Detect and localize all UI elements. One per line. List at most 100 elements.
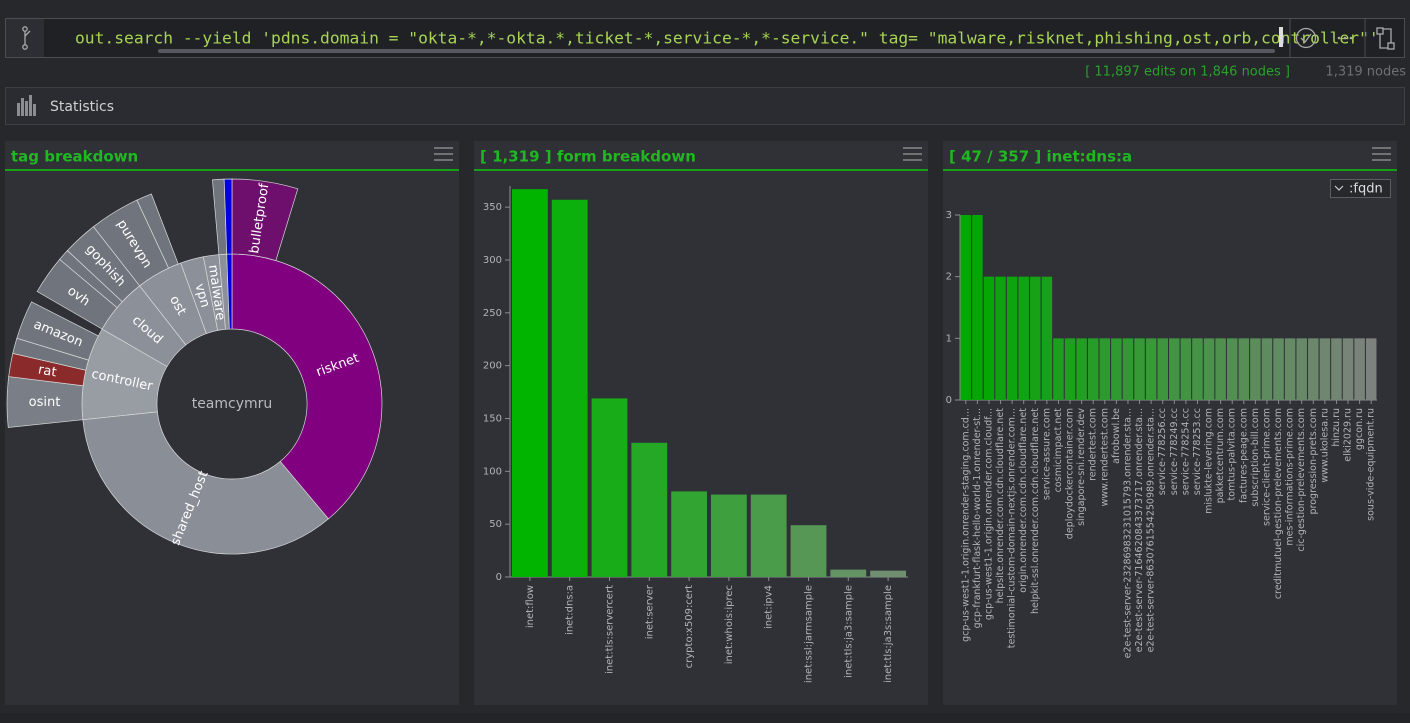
x-tick-label: subscription-bill.com <box>1250 408 1261 507</box>
panel-menu[interactable] <box>434 147 453 161</box>
bar <box>1053 338 1064 400</box>
x-tick-label: cic-gestion-prelevements.com <box>1296 408 1307 552</box>
sunburst-outer-segment <box>16 301 99 361</box>
panel-background <box>474 141 928 705</box>
bar <box>1215 338 1226 400</box>
segment-label: rat <box>37 362 58 380</box>
x-tick-label: helpkit-ssl.onrender.com.cdn.cloudflare.… <box>1030 408 1041 614</box>
panel-menu[interactable] <box>903 147 922 161</box>
x-tick-label: www.rendertest.com <box>1099 408 1110 506</box>
x-tick-label: inet:flow <box>525 585 536 628</box>
sunburst-outer-segment <box>223 178 233 255</box>
x-tick-label: inet:whois:iprec <box>724 585 735 664</box>
bar <box>551 199 588 577</box>
statistics-bar[interactable] <box>5 87 1405 125</box>
more-button[interactable] <box>1337 36 1353 40</box>
x-tick-label: e2e-test-server-23286983231015793.onrend… <box>1122 408 1133 658</box>
y-tick-label: 1 <box>946 333 952 344</box>
x-tick-label: service-assure.com <box>1041 408 1052 500</box>
bar <box>1192 338 1203 400</box>
bar <box>1157 338 1168 400</box>
panel-menu[interactable] <box>1372 147 1391 161</box>
sunburst-outer-segment <box>136 193 179 269</box>
x-tick-label: afrobowl.be <box>1111 408 1122 464</box>
sunburst-segment <box>231 253 383 520</box>
bar <box>1354 338 1365 400</box>
x-tick-label: inet:server <box>644 584 655 639</box>
bar <box>1342 338 1354 400</box>
bar <box>591 398 628 577</box>
field-dropdown[interactable]: :fqdn <box>1330 179 1391 198</box>
y-tick-label: 2 <box>946 272 952 283</box>
bar <box>1331 338 1342 400</box>
bar <box>1284 338 1296 400</box>
x-tick-label: ggcon.ru <box>1354 408 1365 450</box>
y-tick-label: 100 <box>483 466 502 477</box>
bar <box>1122 338 1134 400</box>
bar <box>1238 338 1250 400</box>
bar <box>1087 338 1099 400</box>
scrollbar <box>158 49 1275 53</box>
bar <box>1018 276 1029 400</box>
x-tick-label: mes-informations-prime.com <box>1285 408 1296 546</box>
sunburst-segment <box>82 411 329 555</box>
bar <box>1041 276 1053 400</box>
bar <box>1261 338 1273 400</box>
y-tick-label: 250 <box>483 308 502 319</box>
y-tick-label: 3 <box>946 210 952 221</box>
bar <box>1226 338 1238 400</box>
bar <box>710 494 747 577</box>
panel-title: [ 1,319 ] form breakdown <box>480 148 696 166</box>
x-tick-label: helpsite.onrender.com.cdn.cloudflare.net <box>995 408 1006 604</box>
bar <box>1099 338 1111 400</box>
bar <box>631 442 668 577</box>
x-tick-label: gcp-us-west1-1.origin.onrender.com.cloud… <box>983 408 994 620</box>
x-tick-label: cosmicimpact.net <box>1053 408 1064 493</box>
y-tick-label: 0 <box>946 395 952 406</box>
x-tick-label: crypto:x509:cert <box>684 585 695 668</box>
bar <box>1145 338 1157 400</box>
bar <box>1134 338 1145 400</box>
edits-status: [ 11,897 edits on 1,846 nodes ] <box>1085 65 1290 80</box>
x-tick-label: www.ukolesa.ru <box>1319 408 1330 483</box>
bar <box>995 276 1006 400</box>
bar <box>983 276 995 400</box>
center-label: teamcymru <box>192 396 273 412</box>
statistics-label: Statistics <box>50 99 114 115</box>
x-tick-label: factures-peage.com <box>1238 408 1249 503</box>
footer-strip <box>0 713 1410 723</box>
x-tick-label: inet:tls:ja3s:sample <box>883 585 894 683</box>
x-tick-label: origin.onrender.com.cdn.cloudflare.net <box>1018 408 1029 593</box>
x-tick-label: inet:tls:servercert <box>605 585 616 674</box>
segment-label: osint <box>29 395 61 410</box>
x-tick-label: service-778256.cc <box>1157 408 1168 495</box>
bar <box>1273 338 1284 400</box>
x-tick-label: progression-prets.com <box>1308 408 1319 514</box>
query-text[interactable]: out.search --yield 'pdns.domain = "okta-… <box>75 29 1379 48</box>
bar <box>1169 338 1180 400</box>
sunburst-outer-segment <box>231 178 299 261</box>
x-tick-label: deploydockercontainer.com <box>1065 408 1076 539</box>
x-tick-label: elki2029.ru <box>1343 408 1354 462</box>
x-tick-label: service-778254.cc <box>1180 408 1191 495</box>
y-tick-label: 200 <box>483 361 502 372</box>
x-tick-label: mislukte-levering.com <box>1204 408 1215 514</box>
dropdown-label: :fqdn <box>1349 182 1383 197</box>
layout-button[interactable] <box>1376 27 1395 50</box>
bar <box>1030 276 1041 400</box>
x-tick-label: service-778253.cc <box>1192 408 1203 495</box>
run-button[interactable] <box>1295 27 1317 49</box>
x-tick-label: sous-vide-equipment.ru <box>1366 408 1377 521</box>
x-tick-label: inet:ssl:jarmsample <box>804 585 815 683</box>
y-tick-label: 50 <box>489 519 502 530</box>
y-tick-label: 150 <box>483 413 502 424</box>
bar <box>1319 338 1331 400</box>
x-tick-label: service-778249.cc <box>1169 408 1180 495</box>
bar <box>1308 338 1319 400</box>
bar <box>1111 338 1122 400</box>
bar <box>511 189 548 577</box>
bar <box>960 215 972 400</box>
bar <box>1296 338 1307 400</box>
x-tick-label: singapore-sni.render.dev <box>1076 408 1087 526</box>
